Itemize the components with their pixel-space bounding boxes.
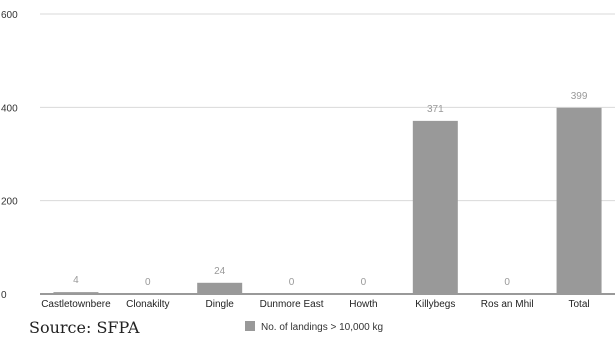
data-label: 0 [361,277,367,288]
data-label: 24 [214,266,226,277]
y-tick-label: 400 [1,103,18,114]
x-tick-label: Killybegs [415,299,455,310]
data-label: 0 [504,277,510,288]
bar [197,282,243,294]
x-tick-label: Dunmore East [260,299,324,310]
bars [53,107,602,294]
x-tick-label: Castletownbere [41,299,111,310]
data-label: 371 [427,104,444,115]
data-label: 0 [145,277,151,288]
data-label: 399 [571,91,588,102]
x-tick-label: Ros an Mhil [481,299,534,310]
data-label: 4 [73,275,79,286]
y-tick-label: 0 [1,290,7,301]
y-tick-label: 600 [1,10,18,21]
bar [556,107,602,294]
x-axis-ticks: Castletownbere Clonakilty Dingle Dunmore Ea… [41,299,589,310]
x-tick-label: Total [569,299,590,310]
legend-swatch [245,321,255,331]
source-note: Source: SFPA [29,318,140,337]
x-tick-label: Clonakilty [126,299,169,310]
gridlines [40,13,615,295]
data-label: 0 [289,277,295,288]
bar [412,120,458,294]
legend-label: No. of landings > 10,000 kg [261,322,383,333]
legend: No. of landings > 10,000 kg [245,321,383,333]
y-tick-label: 200 [1,197,18,208]
data-labels: 4 0 24 0 0 371 0 399 [73,91,588,288]
y-axis-ticks: 0 200 400 600 [1,10,18,301]
x-tick-label: Dingle [206,299,235,310]
bar [53,292,99,294]
x-tick-label: Howth [349,299,377,310]
